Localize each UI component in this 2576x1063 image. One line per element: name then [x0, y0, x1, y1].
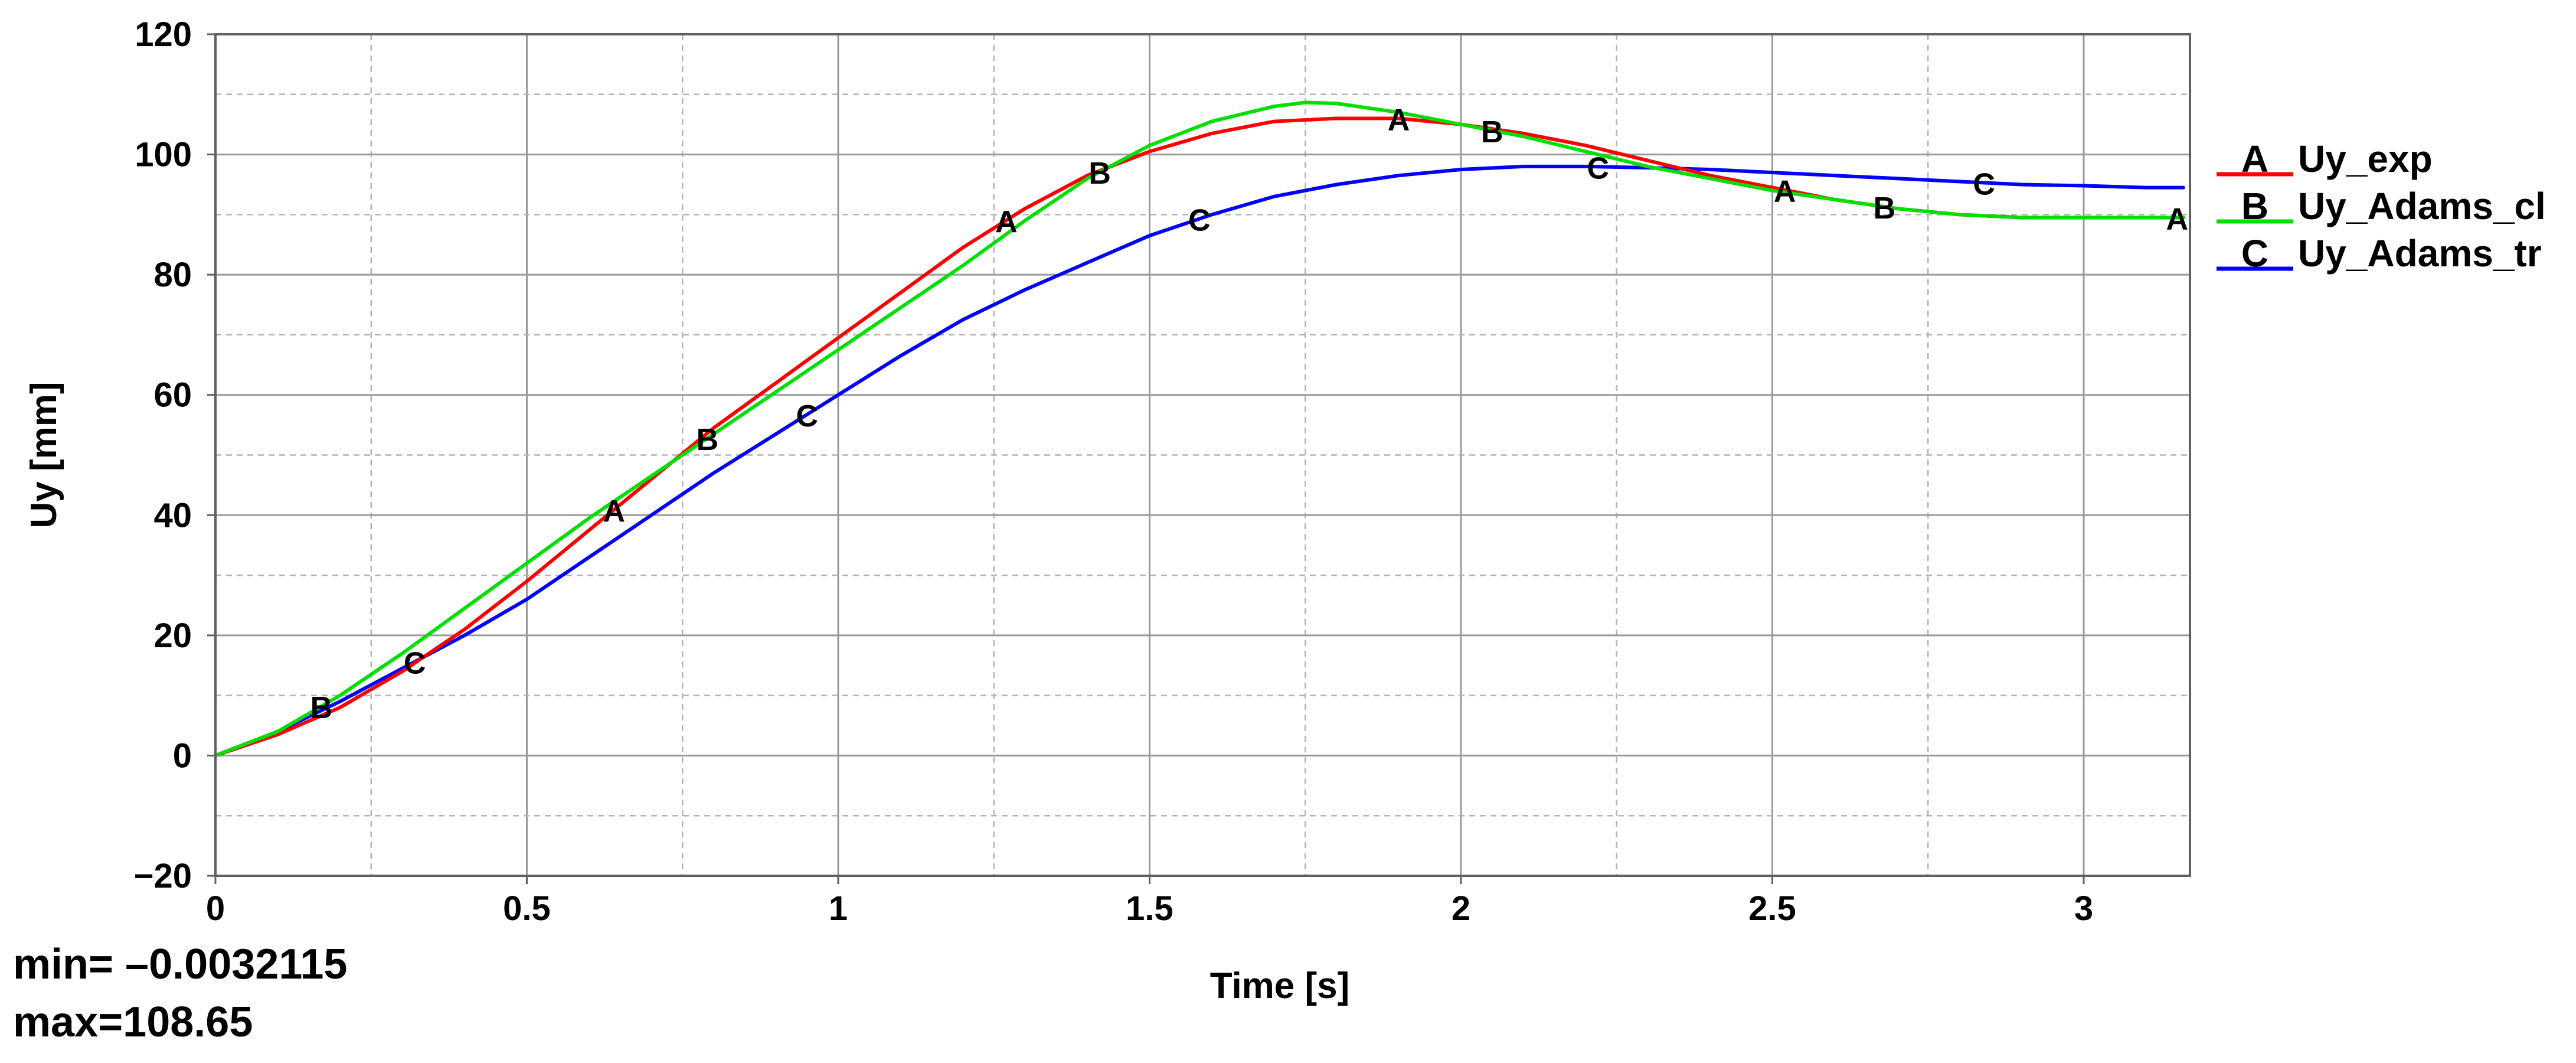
series-marker-A: A	[603, 494, 625, 529]
x-tick-label: 1.5	[1126, 889, 1173, 928]
series-marker-B: B	[310, 691, 333, 725]
series-marker-B: B	[1481, 115, 1503, 149]
series-marker-B: B	[697, 423, 719, 457]
series-marker-C: C	[404, 647, 426, 681]
legend-label: Uy_Adams_cl	[2298, 185, 2546, 227]
legend-marker: B	[2241, 185, 2268, 227]
grid	[215, 34, 2190, 876]
x-tick-label: 2	[1452, 889, 1470, 928]
y-tick-label: −20	[134, 857, 192, 895]
series-marker-C: C	[796, 399, 818, 433]
x-tick-label: 0	[206, 889, 225, 928]
series-line-Uy_Adams_tr	[214, 164, 2185, 758]
x-tick-label: 1	[829, 889, 848, 928]
y-tick-label: 100	[135, 136, 192, 174]
series-marker-C: C	[1188, 203, 1211, 237]
legend-label: Uy_exp	[2298, 138, 2433, 180]
series-marker-B: B	[1874, 191, 1896, 226]
axis-ticks: 0 0.5 1 1.5 2 2.5 3 −20 0 20 40 60 80 100 120	[134, 15, 2094, 928]
series-marker-A: A	[2166, 202, 2188, 236]
y-tick-label: 80	[153, 256, 192, 294]
legend-label: Uy_Adams_tr	[2298, 232, 2542, 275]
series-marker-A: A	[1774, 175, 1796, 209]
y-tick-label: 0	[173, 736, 192, 775]
x-axis-title: Time [s]	[1210, 966, 1350, 1006]
y-axis-title: Uy [mm]	[24, 381, 64, 528]
series-marker-C: C	[1973, 167, 1995, 201]
plot-area	[215, 34, 2190, 876]
legend-item: B Uy_Adams_cl	[2217, 185, 2546, 227]
series-markers: A A A A A B B B B B C C C C C	[310, 103, 2188, 725]
series-marker-B: B	[1088, 156, 1111, 191]
min-value-readout: min= –0.0032115	[13, 941, 348, 988]
x-tick-label: 3	[2074, 889, 2093, 928]
legend-item: C Uy_Adams_tr	[2217, 232, 2542, 275]
series-marker-A: A	[995, 205, 1018, 239]
legend-item: A Uy_exp	[2217, 138, 2433, 180]
max-value-readout: max=108.65	[13, 999, 253, 1046]
y-tick-label: 120	[135, 15, 192, 54]
legend-marker: C	[2241, 232, 2268, 275]
x-tick-label: 2.5	[1748, 889, 1796, 928]
series-marker-C: C	[1587, 151, 1609, 185]
series-marker-A: A	[1388, 103, 1410, 138]
y-tick-label: 20	[153, 617, 192, 655]
y-tick-label: 40	[153, 496, 192, 534]
series-line-Uy_Adams_cl	[214, 100, 2185, 758]
legend: A Uy_exp B Uy_Adams_cl C Uy_Adams_tr	[2217, 138, 2546, 275]
series-lines	[214, 100, 2185, 758]
legend-marker: A	[2241, 138, 2268, 180]
plot-frame	[214, 33, 2191, 877]
x-tick-label: 0.5	[503, 889, 551, 928]
y-tick-label: 60	[153, 376, 192, 415]
